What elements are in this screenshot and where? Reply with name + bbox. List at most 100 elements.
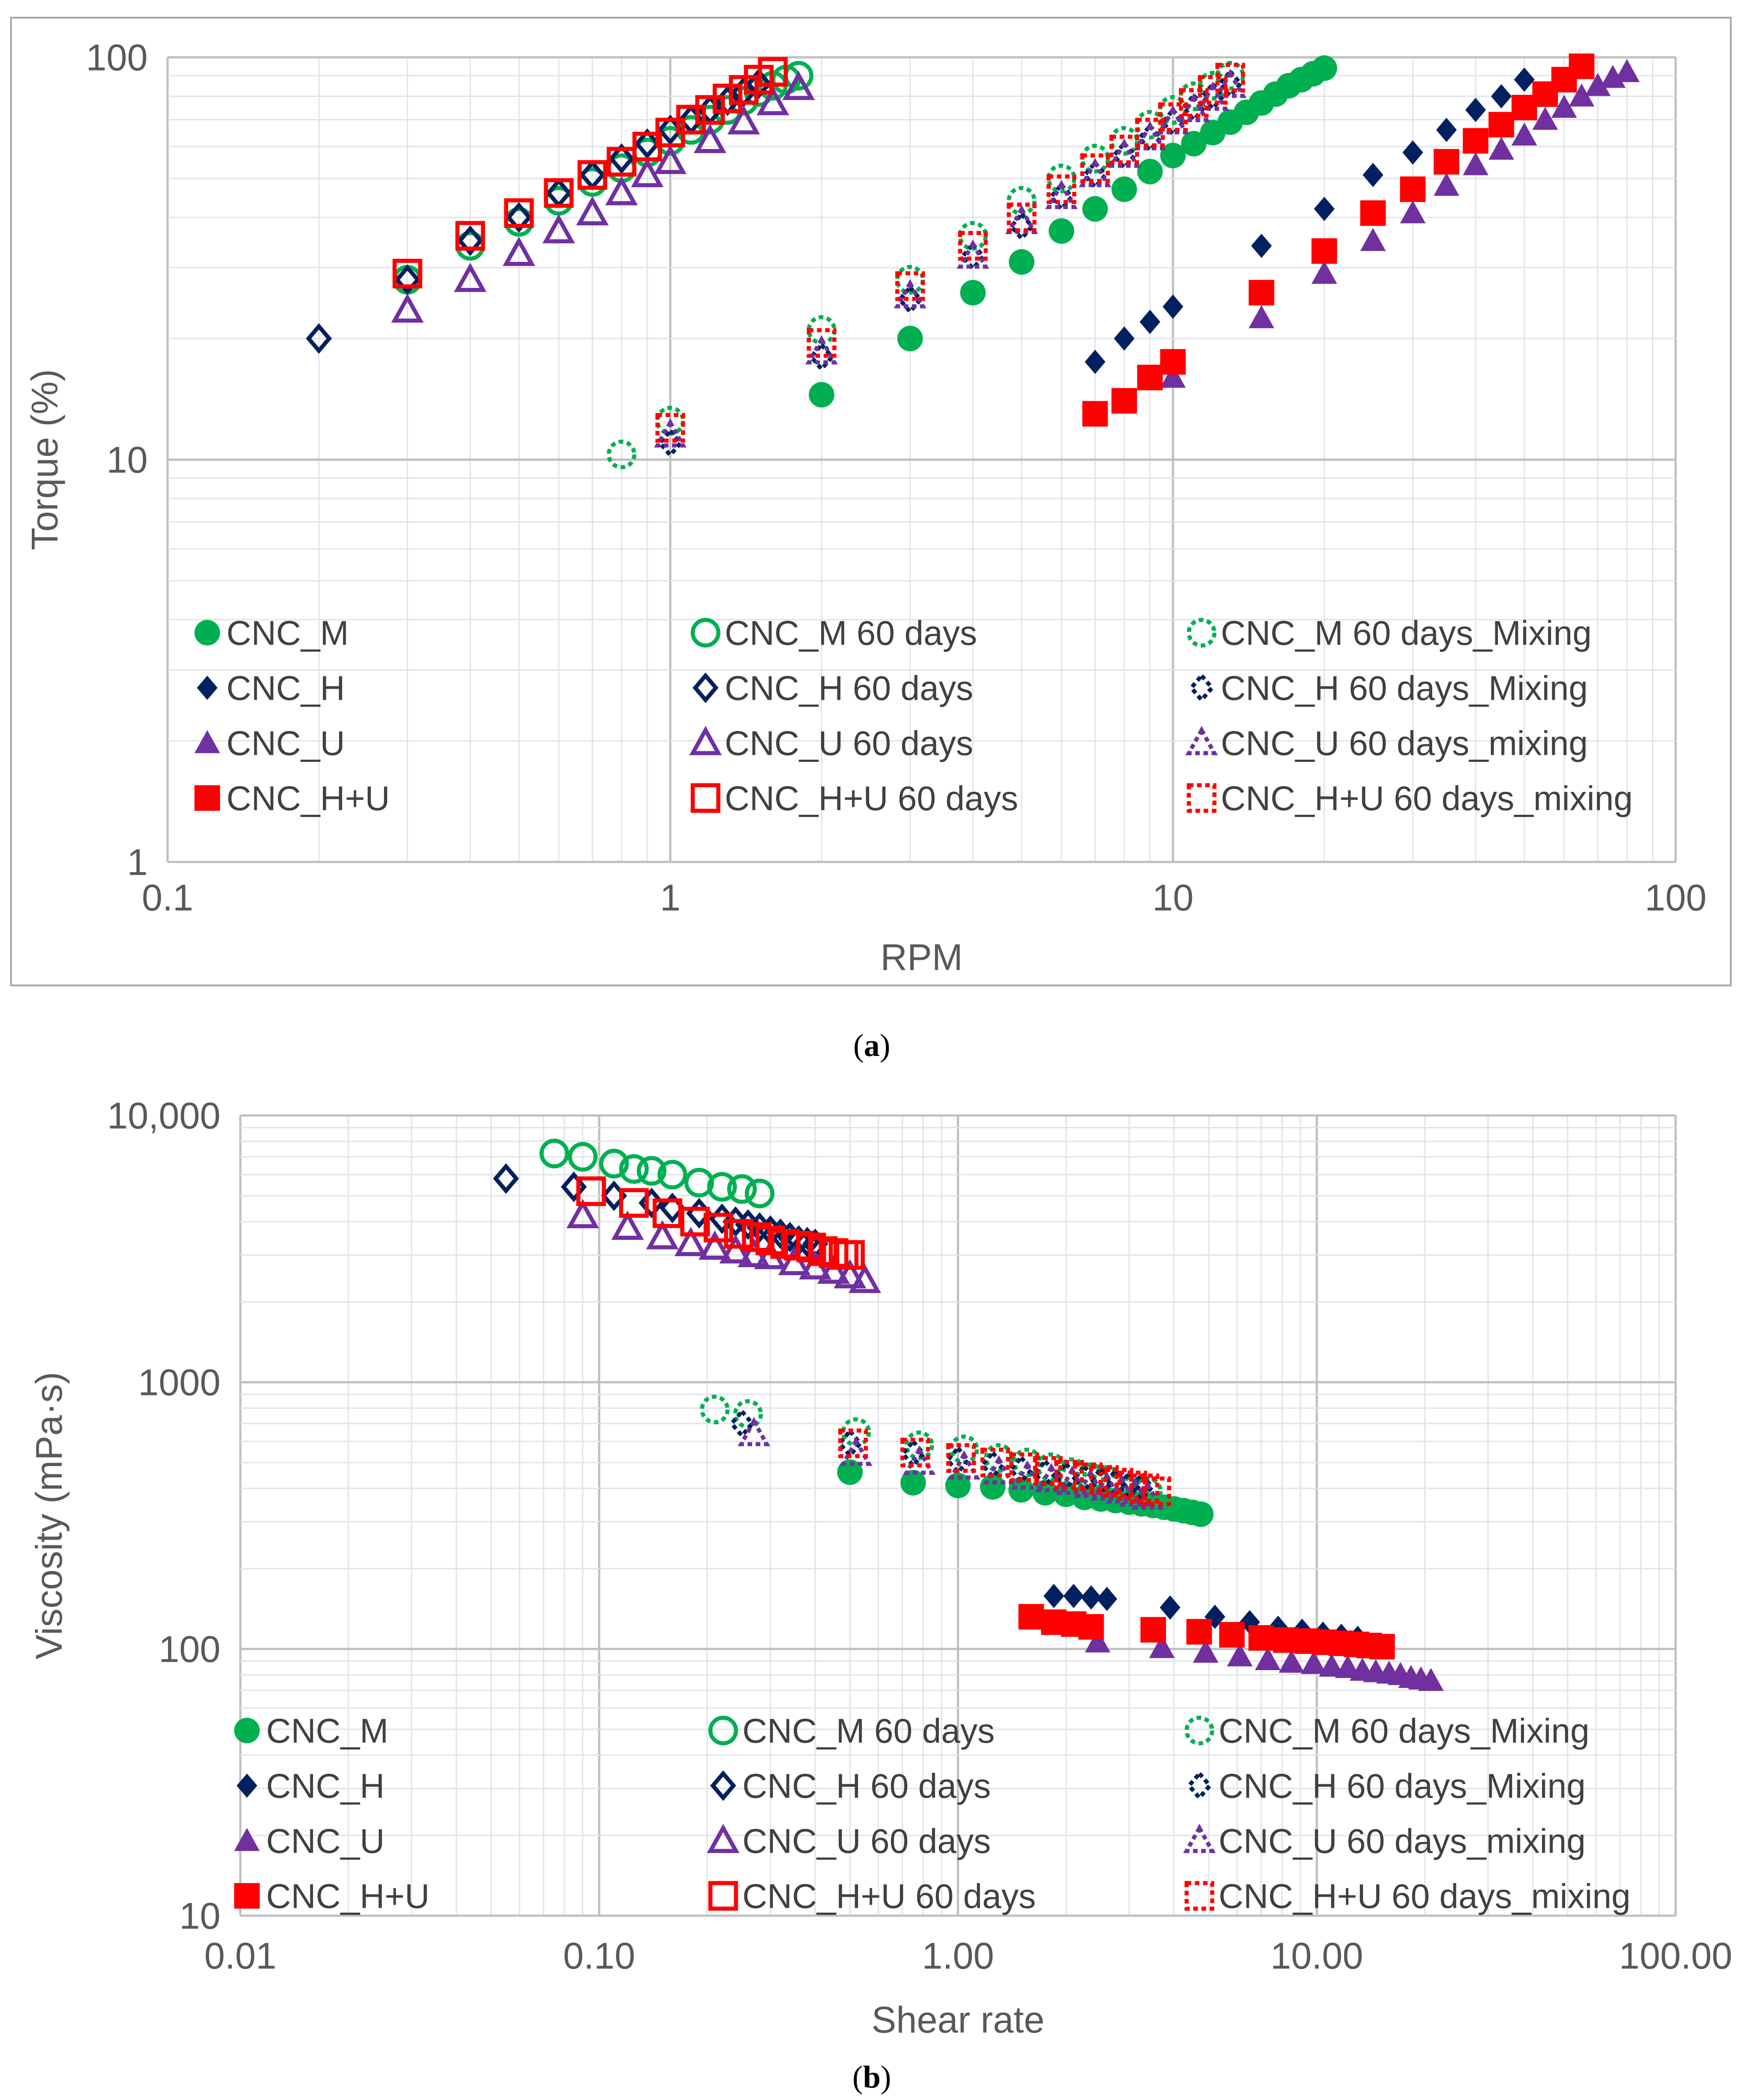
data-point xyxy=(1363,163,1384,187)
legend-marker xyxy=(234,1828,260,1851)
data-point xyxy=(1160,349,1186,375)
y-tick-label: 1000 xyxy=(138,1361,220,1403)
data-point xyxy=(1278,1649,1304,1673)
data-point xyxy=(1463,152,1489,175)
series-cnc-h-u-60-days-mixing xyxy=(655,63,1245,443)
legend-label: CNC_U xyxy=(266,1821,385,1860)
data-point xyxy=(904,1430,934,1460)
data-point xyxy=(1043,1584,1064,1608)
data-point xyxy=(728,75,759,105)
x-tick-label: 0.10 xyxy=(563,1935,635,1977)
data-point xyxy=(455,221,485,251)
data-point xyxy=(1551,95,1577,118)
data-point xyxy=(560,1171,587,1202)
legend-label: CNC_M 60 days_Mixing xyxy=(1221,613,1592,652)
data-point xyxy=(1248,280,1274,306)
series-cnc-u-60-days xyxy=(391,71,815,323)
data-point xyxy=(1080,153,1110,183)
x-tick-label: 10.00 xyxy=(1270,1935,1363,1977)
x-tick-label: 0.1 xyxy=(142,877,194,918)
legend-label: CNC_M xyxy=(266,1711,388,1750)
data-point xyxy=(1248,1625,1274,1651)
data-point xyxy=(833,1259,866,1289)
data-point xyxy=(1217,68,1244,99)
data-point xyxy=(727,105,760,134)
legend-marker xyxy=(689,726,722,755)
data-point xyxy=(542,214,575,243)
data-point xyxy=(755,1225,785,1256)
series-cnc-h-u-60-days-mixing xyxy=(838,1428,1171,1507)
data-point xyxy=(611,1210,644,1240)
legend-label: CNC_H+U 60 days_mixing xyxy=(1219,1876,1631,1915)
data-point xyxy=(1311,261,1337,284)
data-point xyxy=(391,293,424,323)
data-point xyxy=(698,1230,731,1260)
data-point xyxy=(895,271,925,301)
data-point xyxy=(1186,1619,1212,1645)
legend-marker xyxy=(1187,783,1217,813)
data-point xyxy=(1193,1640,1219,1663)
data-point xyxy=(637,1156,667,1186)
y-tick-label: 100 xyxy=(159,1628,220,1670)
y-tick-label: 10,000 xyxy=(107,1095,220,1136)
legend-marker xyxy=(1184,1881,1214,1911)
data-point xyxy=(1160,1595,1180,1620)
data-point xyxy=(1049,218,1075,244)
data-point xyxy=(544,178,574,208)
data-point xyxy=(599,1149,629,1179)
legend-label: CNC_H+U 60 days_mixing xyxy=(1221,779,1633,817)
data-point xyxy=(900,1437,930,1468)
data-point xyxy=(960,280,986,306)
data-point xyxy=(634,128,661,159)
data-point xyxy=(606,147,637,177)
data-point xyxy=(727,1174,757,1204)
gridlines xyxy=(166,56,1677,863)
data-point xyxy=(729,1408,755,1439)
data-point xyxy=(606,440,637,470)
data-point xyxy=(306,323,332,354)
data-point xyxy=(619,1188,649,1218)
data-point xyxy=(1301,1651,1327,1674)
legend-marker xyxy=(194,785,220,811)
legend-marker xyxy=(707,1824,739,1853)
data-point xyxy=(1085,1629,1111,1652)
data-point xyxy=(1215,63,1245,93)
data-point xyxy=(674,1227,707,1257)
chart-b: 0.01 0.10 1.00 10.00 100.00 10 100 1000 10,000 Sh… xyxy=(28,1095,1732,2095)
data-point xyxy=(1160,365,1186,388)
data-point xyxy=(758,57,788,87)
data-point xyxy=(694,123,727,153)
legend-marker xyxy=(692,672,719,703)
figure-caption: (a) xyxy=(853,1028,890,1063)
y-tick-label: 1 xyxy=(127,841,148,883)
data-point xyxy=(1255,1647,1281,1670)
data-point xyxy=(1198,75,1228,105)
legend-label: CNC_H xyxy=(227,668,345,707)
data-point xyxy=(493,1163,519,1194)
x-axis-label: Shear rate xyxy=(871,1999,1044,2040)
y-tick-label: 10 xyxy=(107,439,148,481)
data-point xyxy=(1162,295,1184,319)
data-point xyxy=(1219,1622,1245,1648)
data-point xyxy=(1314,197,1335,221)
chart-border xyxy=(10,17,1732,986)
legend: CNC_M CNC_H CNC_U CNC_H+U CNC_M 60 days CNC_H… xyxy=(234,1711,1631,1915)
x-tick-label: 100.00 xyxy=(1619,1935,1733,1977)
series-cnc-u xyxy=(1160,59,1640,388)
data-point xyxy=(1227,1643,1253,1667)
data-point xyxy=(848,1264,881,1293)
data-point xyxy=(1114,326,1135,351)
data-point xyxy=(609,143,635,174)
data-point xyxy=(1311,55,1337,81)
data-point xyxy=(1046,174,1076,204)
data-point xyxy=(680,1207,710,1237)
legend-marker xyxy=(1186,1770,1213,1801)
data-point xyxy=(566,1199,599,1228)
legend-marker xyxy=(708,1881,738,1911)
data-point xyxy=(1434,149,1460,175)
data-point xyxy=(1137,365,1163,391)
data-point xyxy=(746,68,772,99)
data-point xyxy=(1008,249,1034,275)
data-point xyxy=(1057,1457,1087,1487)
data-point xyxy=(1137,159,1163,185)
